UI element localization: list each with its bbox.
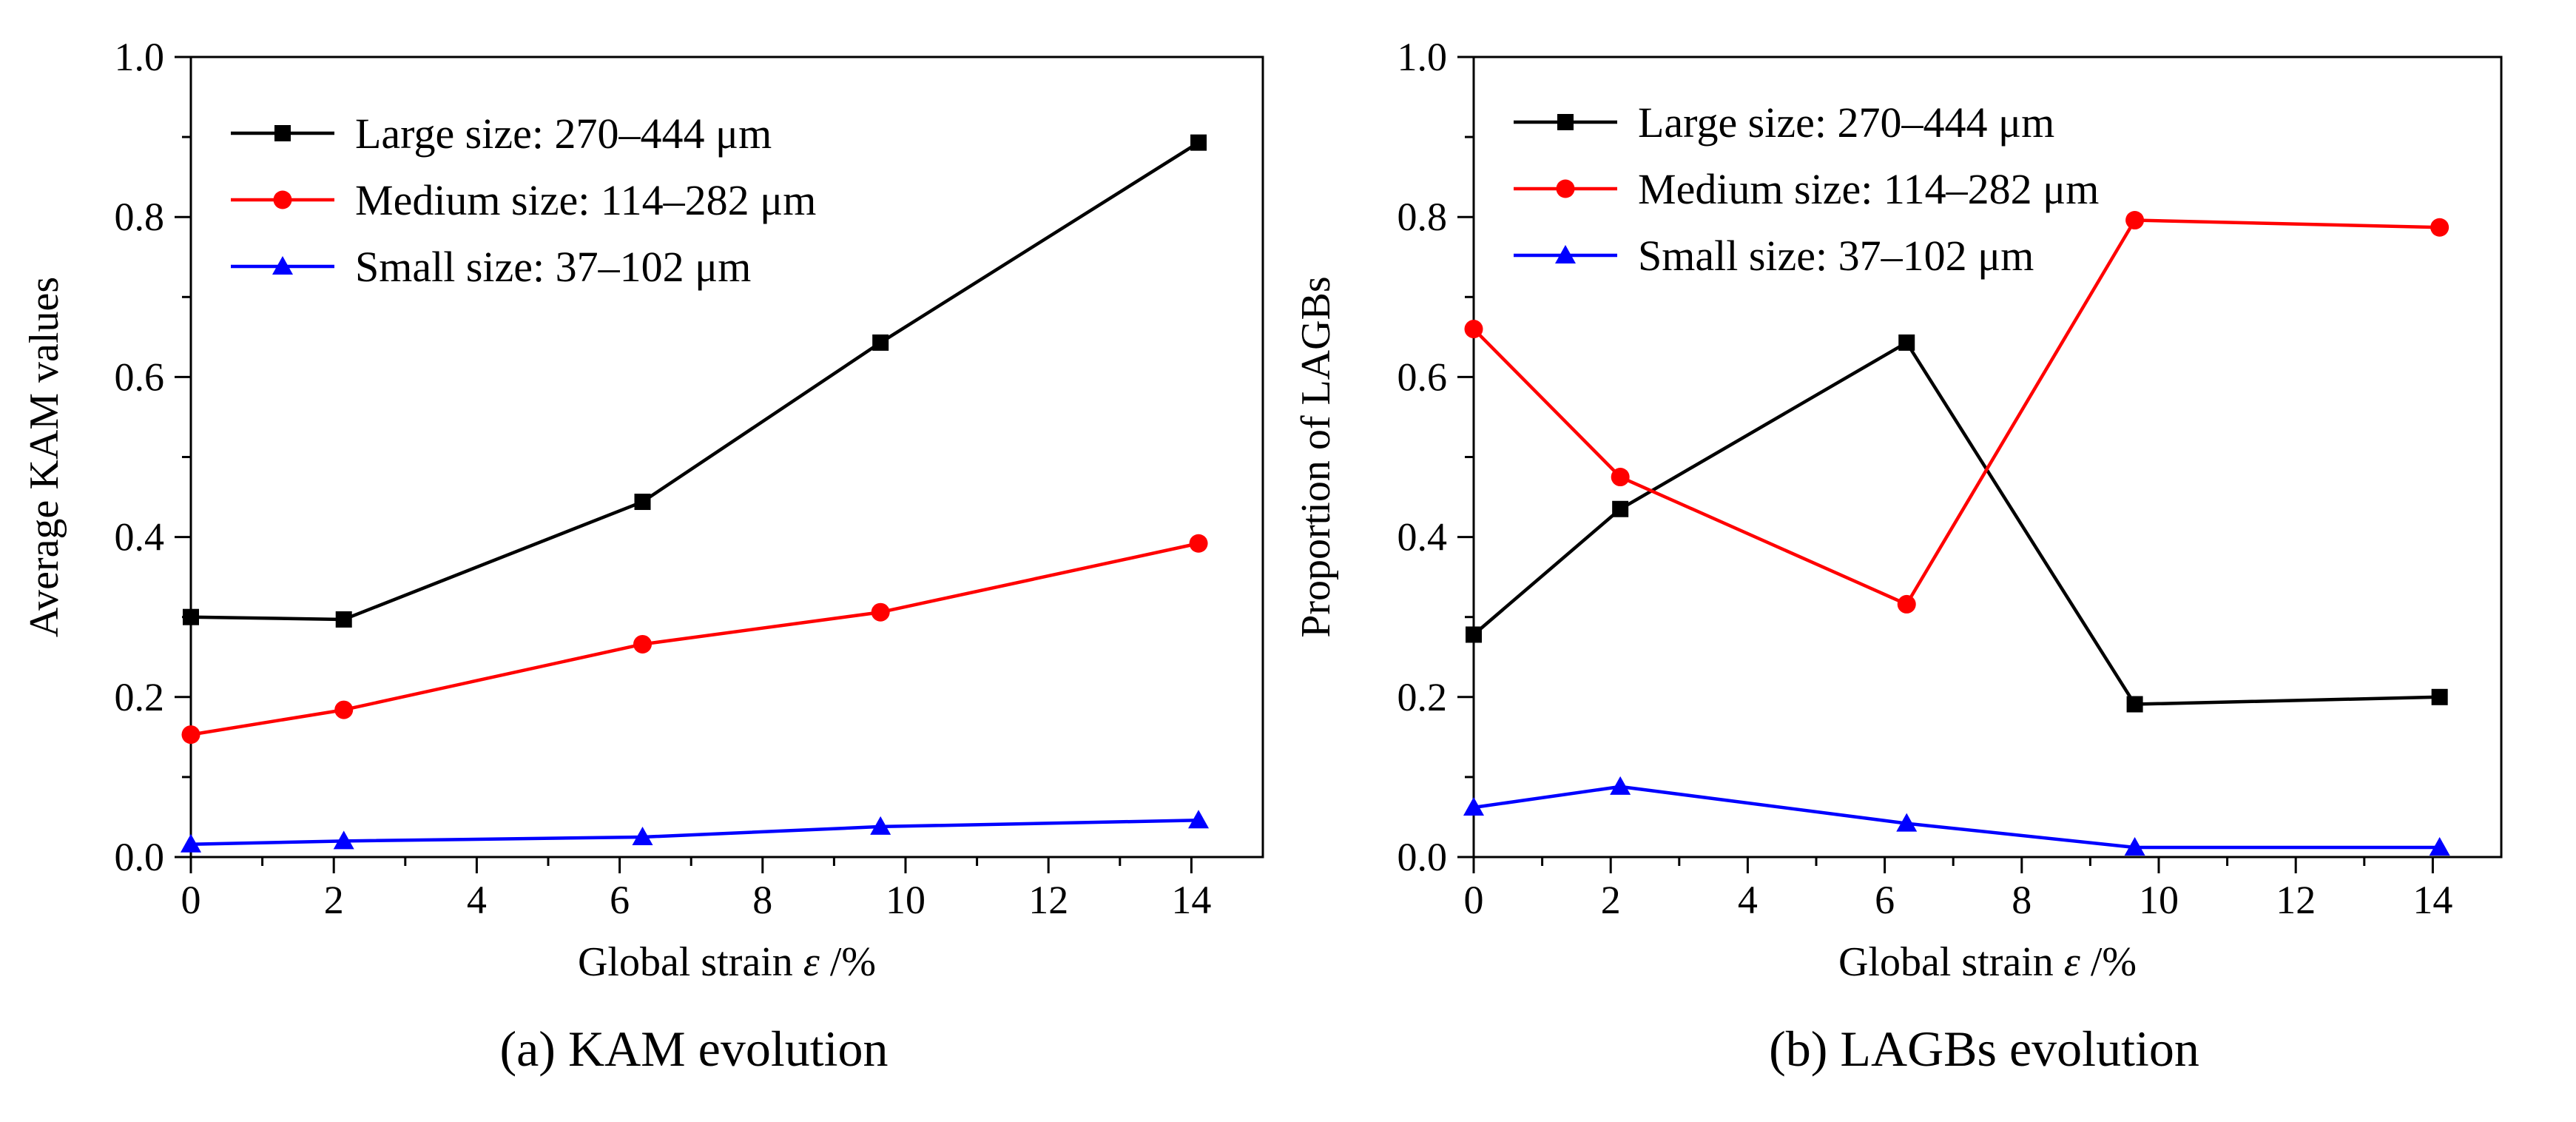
lagb-series-square	[1466, 334, 2448, 713]
lagb-legend-label: Medium size: 114–282 μm	[1638, 165, 2099, 213]
lagb-legend-label: Small size: 37–102 μm	[1638, 232, 2034, 280]
kam-data-point	[334, 700, 354, 719]
kam-legend-item: Large size: 270–444 μm	[231, 110, 772, 158]
lagb-caption: (b) LAGBs evolution	[1769, 1021, 2199, 1077]
lagb-data-point	[1463, 796, 1484, 816]
kam-legend-marker	[273, 190, 292, 209]
lagb-x-tick-label: 8	[2012, 878, 2032, 922]
lagb-x-tick-label: 10	[2139, 878, 2179, 922]
lagb-x-tick-label: 2	[1601, 878, 1621, 922]
lagb-x-tick-label: 0	[1464, 878, 1484, 922]
kam-data-point	[1189, 534, 1208, 553]
kam-x-tick-label: 8	[752, 878, 772, 922]
kam-series-triangle	[181, 810, 1210, 853]
lagb-y-tick-label: 0.8	[1397, 195, 1448, 239]
kam-data-point	[634, 494, 651, 511]
kam-chart: 0 2 4 6 8 10 12 14 0.0 0.2 0.4 0.6 0.8 1.0 Global stra…	[21, 35, 1264, 1077]
kam-data-point	[1188, 810, 1210, 829]
lagb-y-tick-label: 1.0	[1397, 35, 1448, 79]
kam-y-axis-title: Average KAM values	[21, 277, 67, 637]
lagb-x-tick-label: 6	[1875, 878, 1895, 922]
lagb-series-line	[1472, 340, 2440, 706]
lagb-data-point	[1611, 468, 1630, 487]
kam-data-point	[1190, 134, 1207, 151]
kam-data-point	[333, 830, 354, 850]
lagb-y-tick-label: 0.4	[1397, 515, 1448, 560]
kam-series-square	[183, 134, 1207, 628]
lagb-legend-item: Large size: 270–444 μm	[1514, 98, 2054, 147]
lagb-series-line	[1473, 785, 2440, 850]
kam-legend-marker	[274, 125, 291, 141]
kam-legend-label: Small size: 37–102 μm	[355, 243, 751, 291]
lagb-x-tick-label: 14	[2413, 878, 2452, 922]
lagb-data-point	[2429, 837, 2450, 856]
lagb-chart: 0 2 4 6 8 10 12 14 0.0 0.2 0.4 0.6 0.8 1.0 Global stra…	[1293, 35, 2503, 1077]
kam-series-circle	[181, 534, 1208, 745]
lagb-x-tick-label: 12	[2276, 878, 2316, 922]
lagb-data-point	[2431, 688, 2448, 705]
kam-data-point	[871, 602, 890, 622]
kam-y-tick-label: 0.6	[115, 355, 165, 399]
kam-x-tick-label: 0	[181, 878, 201, 922]
kam-data-point	[181, 833, 201, 853]
lagb-data-point	[2125, 211, 2145, 230]
lagb-series-circle	[1464, 211, 2449, 614]
kam-caption: (a) KAM evolution	[499, 1021, 888, 1077]
kam-x-tick-label: 12	[1028, 878, 1068, 922]
kam-legend-label: Large size: 270–444 μm	[355, 110, 772, 158]
kam-y-tick-label: 0.8	[115, 195, 165, 239]
kam-data-point	[870, 816, 891, 835]
lagb-legend-item: Small size: 37–102 μm	[1514, 232, 2034, 280]
lagb-data-point	[1896, 813, 1918, 832]
kam-y-tick-label: 0.2	[115, 675, 165, 719]
kam-x-tick-label: 10	[886, 878, 925, 922]
kam-legend-item: Medium size: 114–282 μm	[231, 176, 816, 224]
lagb-y-tick-label: 0.6	[1397, 355, 1448, 399]
lagb-legend-label: Large size: 270–444 μm	[1638, 98, 2054, 147]
lagb-data-point	[2124, 837, 2145, 856]
kam-y-tick-label: 0.0	[115, 835, 165, 879]
lagb-legend-marker	[1555, 245, 1576, 263]
lagb-data-point	[1464, 320, 1483, 339]
kam-legend-label: Medium size: 114–282 μm	[355, 176, 816, 224]
lagb-legend: Large size: 270–444 μm Medium size: 114–2…	[1514, 98, 2099, 280]
kam-data-point	[872, 334, 889, 351]
lagb-data-point	[2126, 696, 2143, 713]
lagb-y-tick-label: 0.0	[1397, 835, 1448, 879]
kam-legend-marker	[272, 256, 293, 275]
lagb-x-axis-title: Global strain ε /%	[1838, 939, 2137, 985]
lagb-x-tick-label: 4	[1738, 878, 1758, 922]
kam-data-point	[632, 826, 653, 845]
kam-data-point	[335, 611, 352, 628]
kam-data-point	[183, 608, 199, 625]
kam-x-tick-label: 4	[467, 878, 487, 922]
lagb-y-tick-label: 0.2	[1397, 675, 1448, 719]
lagb-legend-marker	[1557, 114, 1574, 130]
lagb-y-axis-title: Proportion of LAGBs	[1293, 276, 1339, 637]
lagb-data-point	[1897, 594, 1916, 614]
kam-y-tick-label: 0.4	[115, 515, 165, 560]
lagb-series-triangle	[1463, 776, 2450, 856]
lagb-legend-marker	[1556, 179, 1575, 198]
kam-y-tick-label: 1.0	[115, 35, 165, 79]
lagb-data-point	[1466, 626, 1482, 643]
kam-x-axis-title: Global strain ε /%	[578, 939, 876, 985]
lagb-data-point	[1612, 500, 1629, 517]
kam-data-point	[633, 634, 653, 654]
kam-x-tick-label: 14	[1171, 878, 1211, 922]
kam-x-tick-label: 2	[324, 878, 344, 922]
kam-legend: Large size: 270–444 μm Medium size: 114–2…	[231, 110, 816, 291]
kam-x-tick-label: 6	[610, 878, 630, 922]
kam-data-point	[181, 725, 200, 745]
lagb-legend-item: Medium size: 114–282 μm	[1514, 165, 2099, 213]
kam-legend-item: Small size: 37–102 μm	[231, 243, 751, 291]
lagb-data-point	[2430, 218, 2449, 237]
lagb-data-point	[1898, 334, 1915, 351]
lagb-data-point	[1610, 776, 1631, 795]
